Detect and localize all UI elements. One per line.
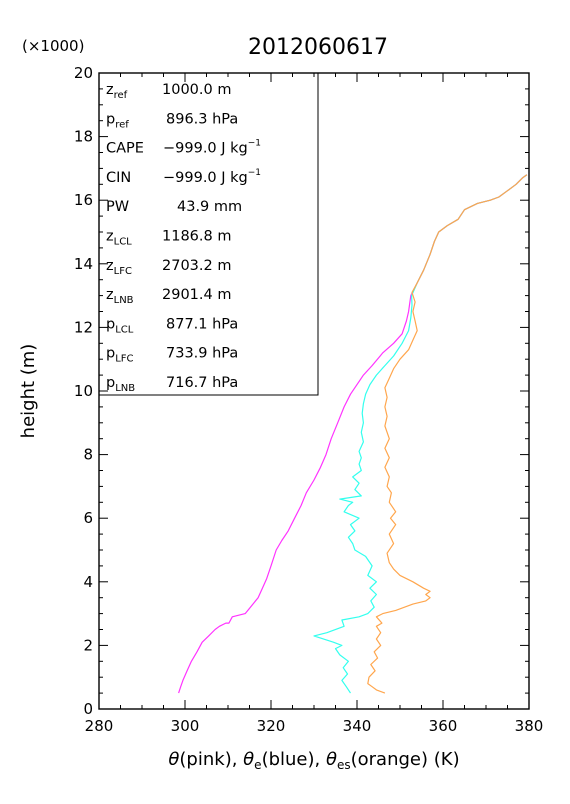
- y-multiplier-label: (×1000): [22, 37, 84, 55]
- x-label-theta: θ: [168, 749, 179, 770]
- info-label: pref: [106, 111, 129, 130]
- info-value: 733.9 hPa: [166, 346, 238, 362]
- x-label-e-sub: e: [254, 758, 261, 772]
- info-label: CAPE: [106, 141, 144, 157]
- plot-area: [178, 174, 528, 694]
- info-value: 2901.4 m: [162, 287, 231, 303]
- x-label-theta-e: θ: [243, 749, 254, 770]
- info-label: zref: [106, 82, 128, 101]
- info-value: 1000.0 m: [162, 82, 231, 98]
- y-axis-label: height (m): [18, 344, 39, 439]
- info-value: 716.7 hPa: [166, 375, 238, 391]
- y-tick-label: 12: [74, 318, 93, 336]
- y-tick-label: 14: [74, 255, 93, 273]
- info-label: zLNB: [106, 287, 134, 306]
- y-tick-label: 10: [74, 382, 93, 400]
- info-label: zLFC: [106, 258, 132, 277]
- y-tick-label: 4: [83, 573, 93, 591]
- y-tick-label: 20: [74, 64, 93, 82]
- info-value: −999.0 J kg−1: [163, 168, 261, 186]
- theta-es-line: [367, 174, 528, 694]
- info-value: 1186.8 m: [162, 229, 231, 245]
- chart-title: 2012060617: [248, 35, 388, 60]
- y-tick-label: 0: [83, 700, 93, 718]
- plot-frame: [98, 72, 530, 710]
- y-tick-label: 18: [74, 128, 93, 146]
- info-value: 896.3 hPa: [166, 111, 238, 127]
- x-label-orange: (orange) (K): [351, 749, 460, 770]
- x-label-pink: (pink),: [179, 749, 243, 770]
- theta-line: [178, 174, 528, 694]
- x-label-blue: (blue),: [262, 749, 326, 770]
- info-label: pLFC: [106, 346, 134, 365]
- x-tick-label: 320: [257, 717, 286, 735]
- y-tick-label: 8: [83, 446, 93, 464]
- x-tick-label: 300: [171, 717, 200, 735]
- info-value: −999.0 J kg−1: [163, 139, 261, 157]
- y-tick-label: 16: [74, 191, 93, 209]
- x-tick-label: 280: [85, 717, 114, 735]
- x-tick-label: 340: [343, 717, 372, 735]
- y-tick-label: 6: [83, 509, 93, 527]
- info-label: CIN: [106, 170, 131, 186]
- x-label-theta-es: θ: [326, 749, 337, 770]
- info-value: 2703.2 m: [162, 258, 231, 274]
- theta-e-line: [313, 174, 528, 694]
- x-axis-label: θ(pink), θe(blue), θes(orange) (K): [168, 749, 459, 772]
- info-value: 43.9 mm: [177, 199, 242, 215]
- y-tick-label: 2: [83, 636, 93, 654]
- info-label: zLCL: [106, 229, 132, 248]
- info-label: PW: [106, 199, 129, 215]
- x-label-es-sub: es: [337, 758, 351, 772]
- x-tick-label: 380: [515, 717, 544, 735]
- info-label: pLCL: [106, 316, 134, 335]
- info-label: pLNB: [106, 375, 135, 394]
- x-tick-label: 360: [429, 717, 458, 735]
- info-box-frame: [98, 72, 319, 396]
- info-value: 877.1 hPa: [166, 316, 238, 332]
- info-box: zref 1000.0 m pref 896.3 hPa CAPE −999.0 J kg…: [98, 72, 319, 396]
